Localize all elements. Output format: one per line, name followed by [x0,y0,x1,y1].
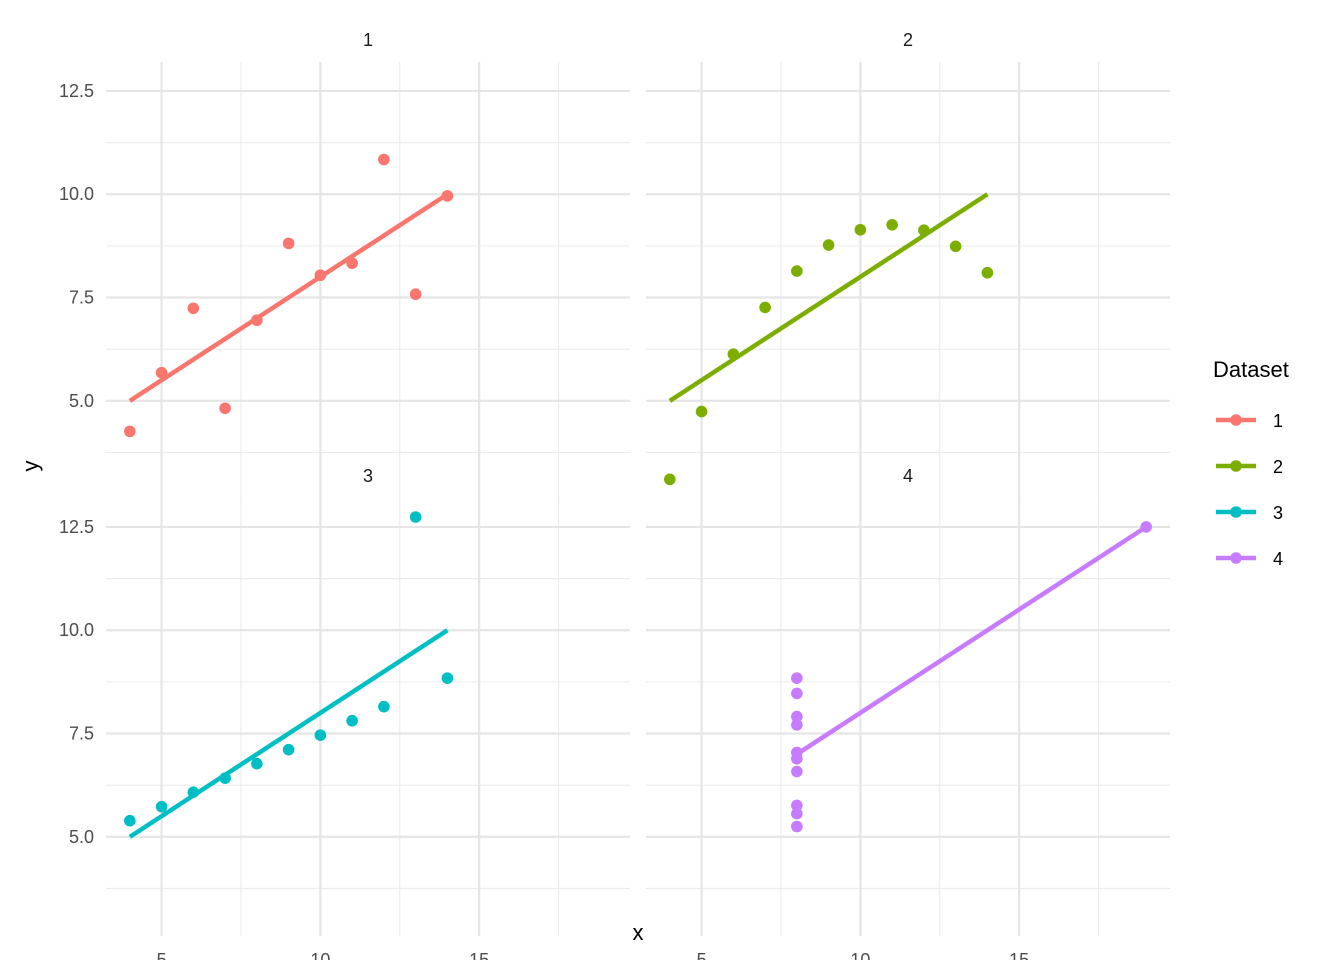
x-tick-label: 10 [310,950,330,960]
x-tick-label: 5 [157,950,167,960]
facet-panel-1: 1 5.0 7.5 10.0 12.5 [59,30,630,500]
data-point [791,807,803,820]
data-point [441,672,454,684]
x-tick-label: 10 [850,950,870,960]
data-point [727,348,740,360]
data-point [409,511,422,523]
data-point [282,743,295,756]
facet-panel-3: 3 5.0 7.5 10.0 12.5 5 10 15 [59,466,630,960]
data-point [1140,521,1152,533]
fit-line-4 [795,525,1148,757]
data-point [219,402,231,415]
data-point [314,269,327,282]
y-tick-label: 5.0 [69,827,94,847]
data-point [441,190,454,202]
data-point [282,237,295,250]
y-axis-title: y [18,461,43,472]
fit-line-3 [128,628,449,839]
data-point [695,405,708,418]
legend-label: 2 [1273,457,1283,477]
legend-item-4: 4 [1216,549,1283,569]
data-point [791,820,803,833]
data-point [124,814,136,827]
legend-key-point [1230,552,1242,564]
data-point [664,473,676,486]
data-point [854,223,867,236]
facet-strip-label: 2 [903,30,913,50]
legend-item-1: 1 [1216,411,1283,431]
data-point [791,672,803,684]
data-point [314,729,327,741]
data-point [124,425,136,438]
data-point [251,757,263,770]
data-point [949,240,962,253]
legend-label: 3 [1273,503,1283,523]
facet-panels: 1 5.0 7.5 10.0 12.5 2 3 5.0 7.5 10.0 12.5 5 10 15 4 5 10… [59,30,1170,960]
legend-item-3: 3 [1216,503,1283,523]
y-tick-label: 12.5 [59,517,94,537]
legend-key-point [1230,506,1242,518]
data-point [791,765,803,778]
y-tick-label: 5.0 [69,391,94,411]
x-tick-label: 15 [469,950,489,960]
y-tick-label: 7.5 [69,288,94,308]
fit-line-2 [668,192,989,403]
y-tick-label: 7.5 [69,724,94,744]
data-point [346,257,358,270]
data-point [251,314,263,327]
facet-panel-4: 4 5 10 15 [646,466,1170,960]
data-point [791,719,803,731]
data-point [378,700,390,713]
data-point [187,786,200,799]
fit-line-1 [128,192,449,403]
data-point [155,800,168,813]
data-point [981,266,994,279]
facet-strip-label: 1 [363,30,373,50]
data-point [219,772,231,784]
x-tick-label: 5 [697,950,707,960]
x-tick-label: 15 [1009,950,1029,960]
data-point [918,224,930,236]
data-point [155,366,168,379]
y-tick-label: 10.0 [59,620,94,640]
legend-label: 1 [1273,411,1283,431]
legend: Dataset 1 2 3 4 [1213,357,1289,569]
legend-key-point [1230,460,1242,472]
data-point [791,687,803,700]
data-point [187,302,200,315]
y-tick-label: 12.5 [59,81,94,101]
facet-strip-label: 4 [903,466,913,486]
data-point [791,265,803,277]
facet-panel-2: 2 [646,30,1170,500]
y-tick-label: 10.0 [59,184,94,204]
x-axis-title: x [633,920,644,945]
legend-item-2: 2 [1216,457,1283,477]
data-point [409,288,422,301]
data-point [346,714,358,727]
data-point [791,752,803,765]
data-point [791,799,803,812]
facet-strip-label: 3 [363,466,373,486]
data-point [791,710,803,723]
legend-title: Dataset [1213,357,1289,382]
data-point [822,239,835,251]
data-point [378,153,390,166]
data-point [886,219,898,231]
legend-label: 4 [1273,549,1283,569]
legend-key-point [1230,414,1242,426]
data-point [759,301,771,314]
